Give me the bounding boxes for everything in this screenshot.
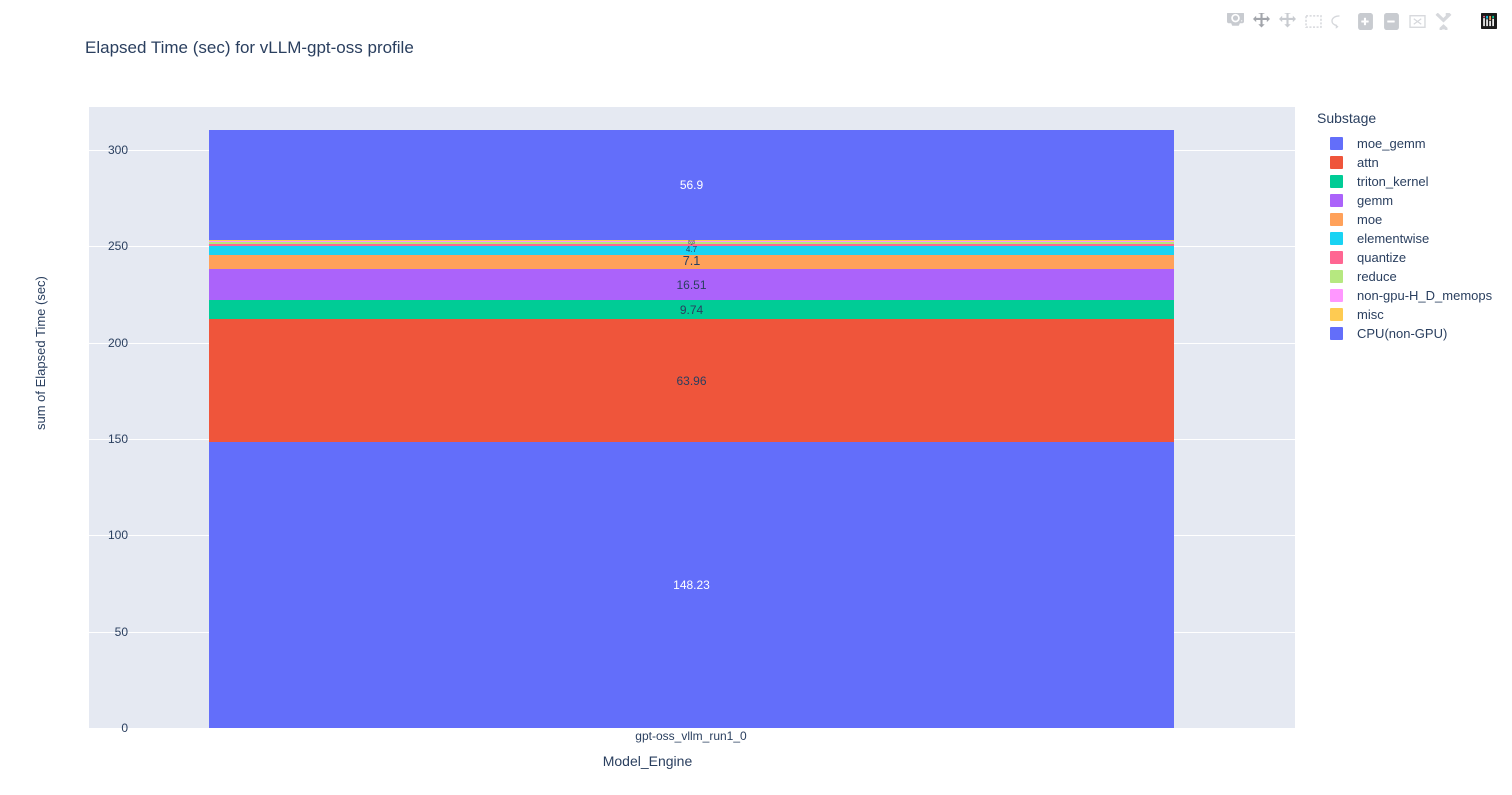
legend-item-attn[interactable]: attn: [1317, 153, 1507, 172]
legend-swatch-icon: [1330, 137, 1343, 150]
legend-item-reduce[interactable]: reduce: [1317, 267, 1507, 286]
y-axis-title: sum of Elapsed Time (sec): [33, 276, 48, 430]
legend-swatch-icon: [1330, 156, 1343, 169]
legend-item-moe[interactable]: moe: [1317, 210, 1507, 229]
legend-item-label: gemm: [1357, 193, 1394, 208]
legend-swatch-icon: [1330, 232, 1343, 245]
lasso-select-icon[interactable]: [1326, 8, 1352, 34]
x-axis-tick-label: gpt-oss_vllm_run1_0: [635, 729, 747, 743]
legend-swatch-icon: [1330, 213, 1343, 226]
legend-swatch-icon: [1330, 289, 1343, 302]
legend-item-label: misc: [1357, 307, 1384, 322]
legend-item-quantize[interactable]: quantize: [1317, 248, 1507, 267]
legend-item-label: moe: [1357, 212, 1383, 227]
legend-item-gemm[interactable]: gemm: [1317, 191, 1507, 210]
zoom-out-icon[interactable]: [1378, 8, 1404, 34]
y-axis-tick-50: 50: [114, 624, 128, 639]
y-axis-tick-150: 150: [107, 432, 128, 446]
bar-segment-attn[interactable]: 63.96: [209, 319, 1174, 443]
box-select-icon[interactable]: [1300, 8, 1326, 34]
y-axis-tick-300: 300: [107, 143, 128, 157]
legend-item-moe_gemm[interactable]: moe_gemm: [1317, 134, 1507, 153]
y-axis-tick-0: 0: [121, 721, 128, 735]
legend-item-label: CPU(non-GPU): [1357, 326, 1448, 341]
legend-item-CPU(non-GPU)[interactable]: CPU(non-GPU): [1317, 324, 1507, 343]
bar-segment-CPU(non-GPU)[interactable]: 148.23: [209, 442, 1174, 728]
legend-swatch-icon: [1330, 308, 1343, 321]
gridline: [89, 728, 1295, 729]
legend-swatch-icon: [1330, 270, 1343, 283]
legend-item-label: quantize: [1357, 250, 1407, 265]
legend-item-label: elementwise: [1357, 231, 1430, 246]
legend-item-triton_kernel[interactable]: triton_kernel: [1317, 172, 1507, 191]
y-axis-tick-200: 200: [107, 335, 128, 350]
bar-segment-moe_gemm[interactable]: 56.9: [209, 130, 1174, 241]
legend-swatch-icon: [1330, 175, 1343, 188]
plotly-modebar: [1222, 8, 1502, 34]
legend-item-label: non-gpu-H_D_memops: [1357, 288, 1493, 303]
legend-swatch-icon: [1330, 327, 1343, 340]
legend-item-misc[interactable]: misc: [1317, 305, 1507, 324]
zoom-in-icon[interactable]: [1352, 8, 1378, 34]
legend-swatch-icon: [1330, 251, 1343, 264]
legend-item-label: moe_gemm: [1357, 136, 1426, 151]
zoom-icon[interactable]: [1248, 8, 1274, 34]
y-axis-tick-100: 100: [107, 528, 128, 543]
legend-item-non-gpu-H_D_memops[interactable]: non-gpu-H_D_memops: [1317, 286, 1507, 305]
pan-icon[interactable]: [1274, 8, 1300, 34]
legend-item-label: attn: [1357, 155, 1379, 170]
legend-swatch-icon: [1330, 194, 1343, 207]
legend-title: Substage: [1317, 110, 1377, 126]
y-axis-tick-250: 250: [107, 239, 128, 254]
autoscale-icon[interactable]: [1404, 8, 1430, 34]
x-axis-title: Model_Engine: [602, 753, 693, 769]
chart-title: Elapsed Time (sec) for vLLM-gpt-oss prof…: [85, 38, 414, 57]
legend-item-label: reduce: [1357, 269, 1397, 284]
legend: Substage moe_gemm attn triton_kernel gemm mo…: [1317, 110, 1507, 343]
home-icon[interactable]: [1430, 8, 1456, 34]
camera-icon[interactable]: [1222, 8, 1248, 34]
legend-item-elementwise[interactable]: elementwise: [1317, 229, 1507, 248]
plotly-logo-icon[interactable]: [1476, 8, 1502, 34]
legend-item-label: triton_kernel: [1357, 174, 1429, 189]
y-axis-ticks: 0 50 100 150 200 250 300: [89, 107, 1295, 735]
